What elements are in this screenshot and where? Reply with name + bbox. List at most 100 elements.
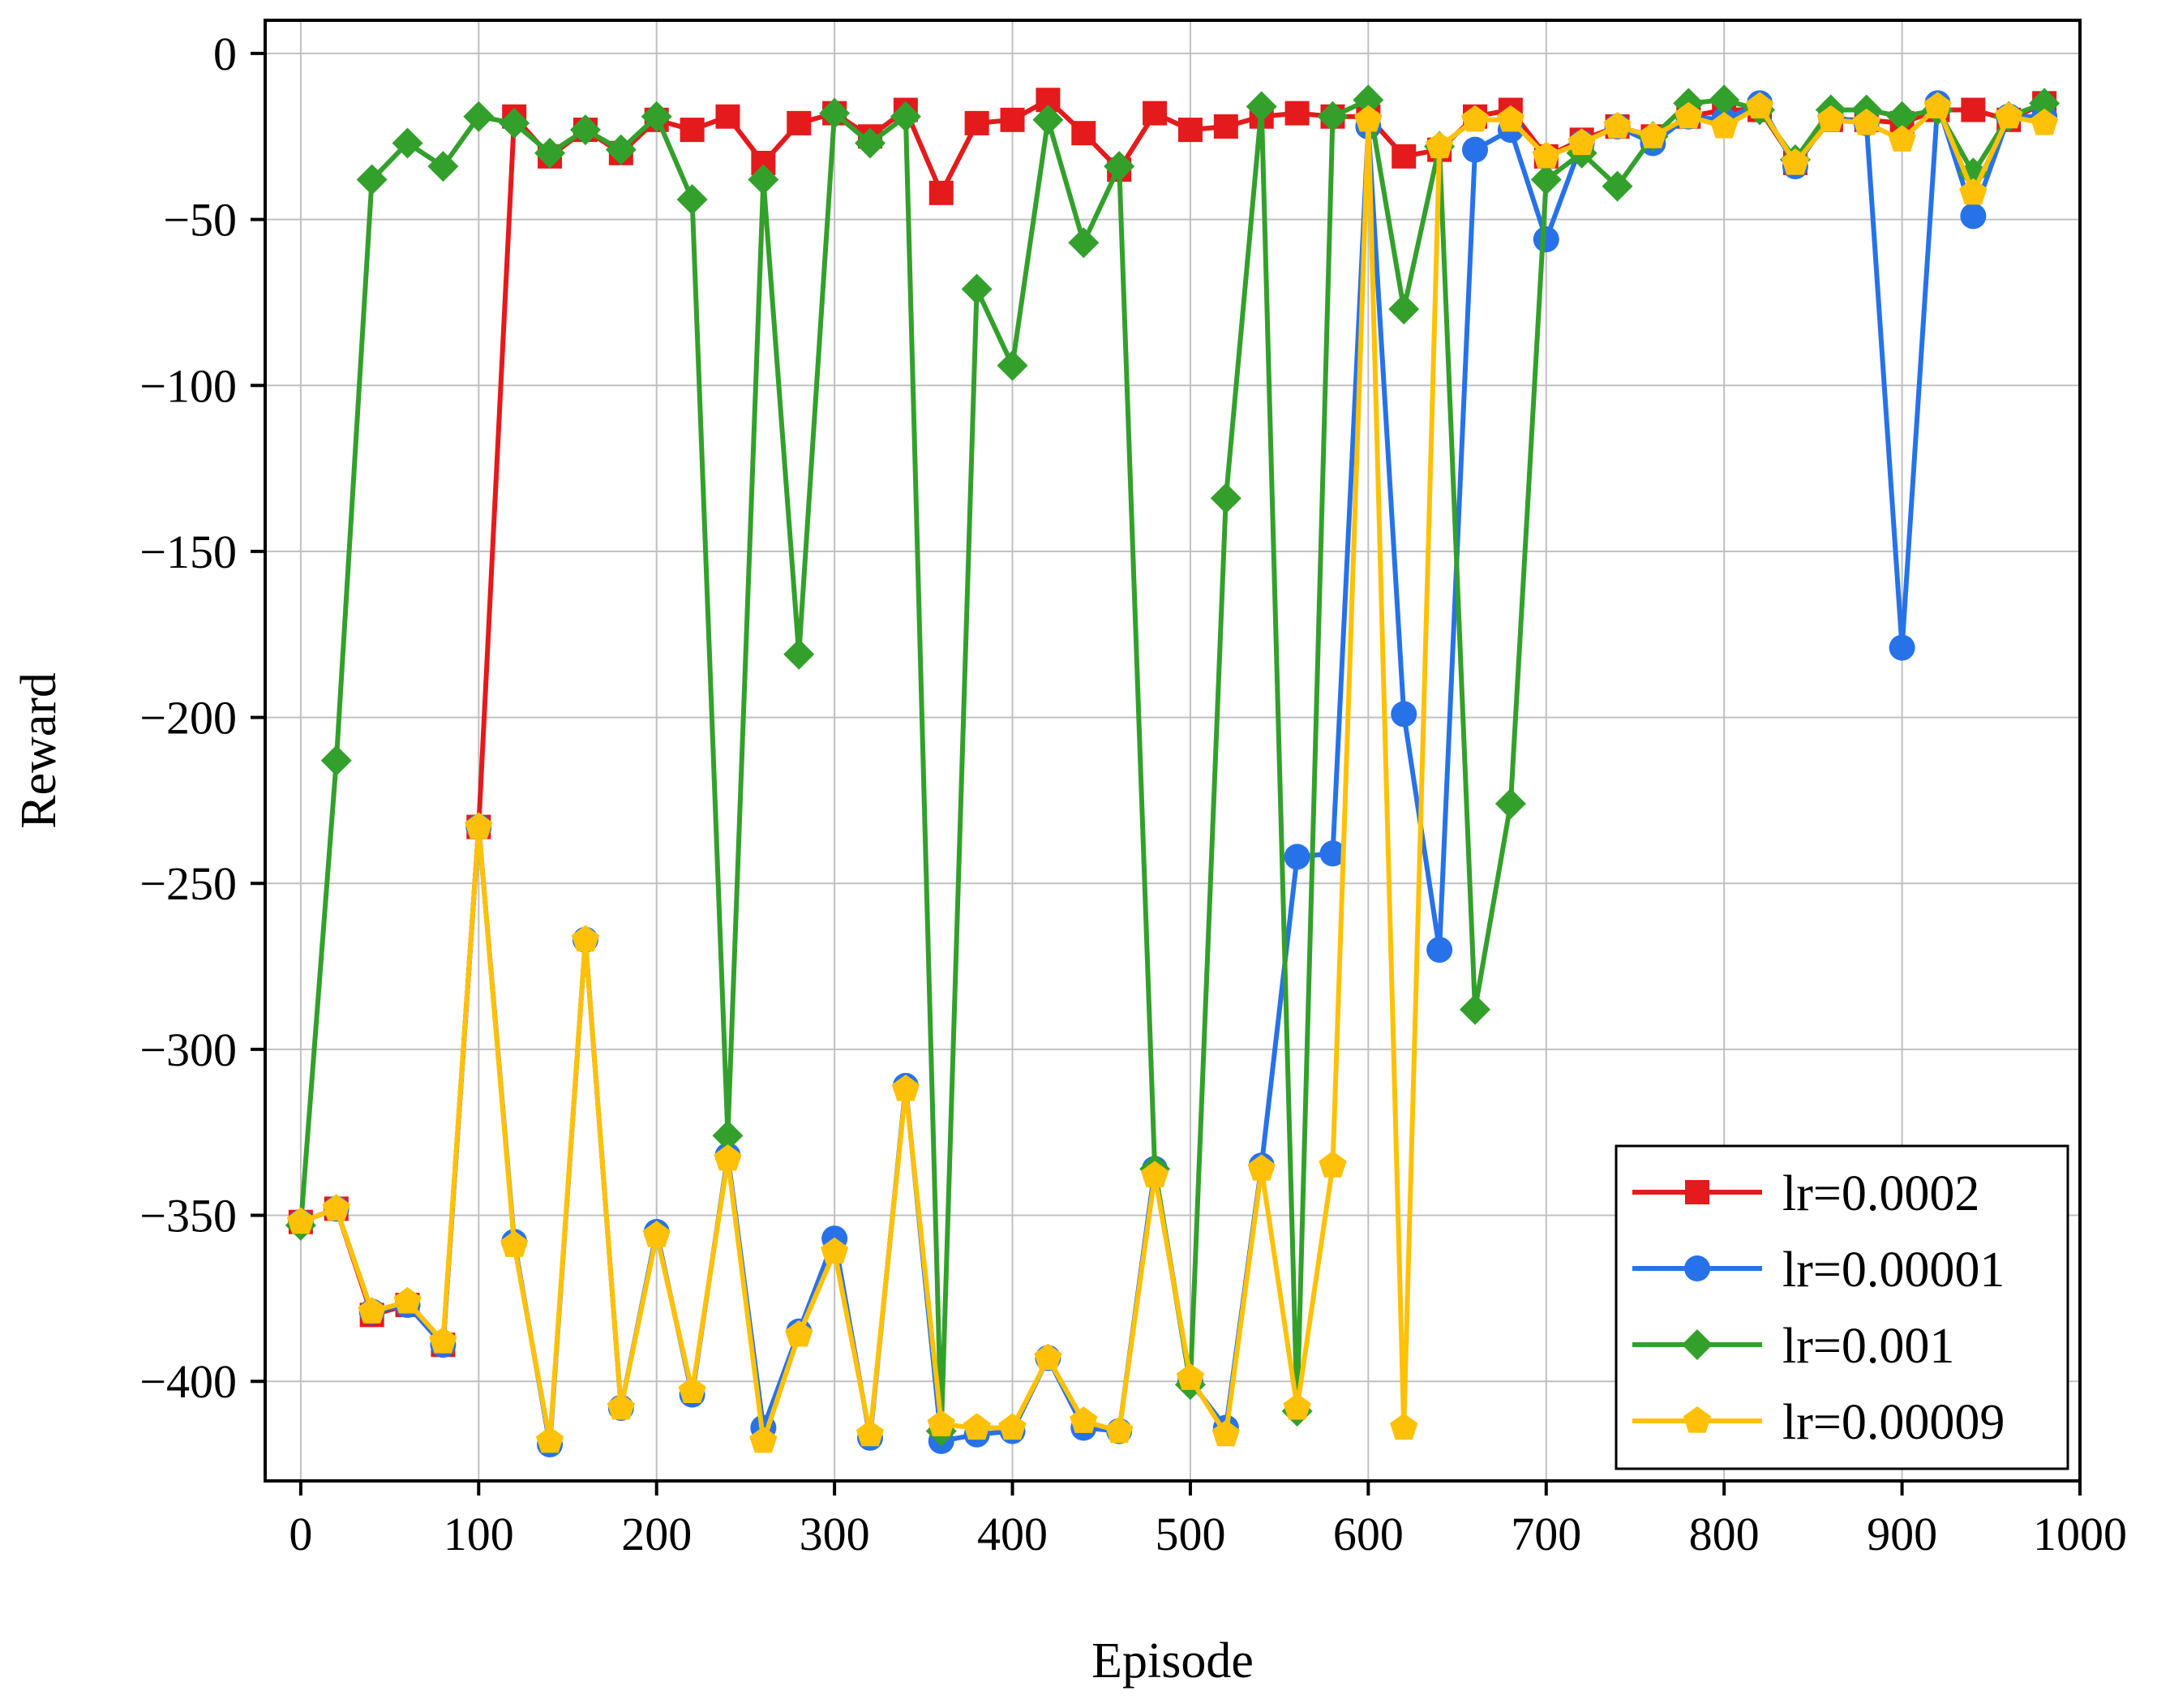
- data-point: [1070, 1406, 1098, 1433]
- data-point: [500, 1230, 529, 1257]
- y-tick-label: −400: [139, 1355, 237, 1408]
- legend-marker: [1683, 1406, 1712, 1433]
- data-point: [1319, 1151, 1347, 1178]
- data-point: [320, 745, 352, 776]
- data-point: [535, 1426, 564, 1453]
- data-point: [1494, 787, 1526, 819]
- data-point: [569, 114, 601, 146]
- legend-marker: [1685, 1180, 1709, 1204]
- data-point: [1104, 151, 1135, 182]
- data-point: [2030, 108, 2059, 135]
- data-point: [463, 101, 495, 132]
- data-point: [1995, 101, 2023, 129]
- legend-entry: lr=0.00001: [1632, 1242, 2005, 1298]
- data-point: [392, 127, 423, 159]
- legend-entry: lr=0.001: [1632, 1319, 1954, 1374]
- data-point: [1105, 1416, 1134, 1444]
- data-point: [1602, 170, 1633, 202]
- data-point: [1284, 101, 1310, 126]
- data-point: [856, 1419, 885, 1447]
- data-point: [748, 164, 779, 195]
- data-point: [1710, 112, 1739, 139]
- y-tick-label: −350: [139, 1190, 237, 1242]
- legend-entry: lr=0.0002: [1632, 1166, 1979, 1221]
- data-point: [1961, 97, 1986, 122]
- x-tick-label: 400: [977, 1508, 1048, 1560]
- data-point: [1140, 1161, 1169, 1187]
- data-point: [1462, 136, 1488, 163]
- x-tick-label: 600: [1333, 1508, 1404, 1560]
- x-tick-label: 1000: [2033, 1508, 2127, 1560]
- y-tick-label: −300: [139, 1024, 237, 1076]
- series-layer: [285, 84, 2061, 1457]
- data-point: [1959, 178, 1988, 205]
- data-point: [1603, 112, 1632, 139]
- data-point: [1034, 1343, 1062, 1371]
- data-point: [1354, 105, 1383, 132]
- data-point: [676, 184, 708, 216]
- data-point: [1390, 1413, 1418, 1440]
- data-point: [712, 1120, 744, 1152]
- x-axis-title: Episode: [1091, 1633, 1254, 1689]
- data-point: [465, 812, 493, 839]
- legend-label: lr=0.001: [1782, 1319, 1954, 1374]
- data-point: [1460, 993, 1490, 1025]
- data-point: [499, 107, 530, 139]
- data-point: [1068, 227, 1100, 259]
- data-point: [1675, 101, 1703, 129]
- data-point: [1532, 141, 1560, 169]
- data-point: [821, 1237, 849, 1264]
- data-point: [964, 110, 989, 135]
- data-point: [927, 1410, 955, 1436]
- data-point: [1176, 1363, 1205, 1390]
- data-point: [1781, 148, 1810, 175]
- plot-frame: [264, 19, 2082, 1483]
- data-point: [642, 1221, 671, 1247]
- data-point: [358, 1297, 386, 1324]
- axis-ticks: 0 100 200 300 400 500 600 700 800 900 1000 0 −50 −100…: [139, 28, 2127, 1560]
- legend-label: lr=0.0002: [1782, 1166, 1979, 1221]
- data-point: [356, 164, 388, 195]
- data-point: [928, 180, 954, 205]
- data-point: [1246, 91, 1277, 122]
- data-point: [1283, 1393, 1311, 1420]
- data-point: [1745, 92, 1774, 118]
- data-point: [785, 1320, 813, 1347]
- data-point: [429, 1327, 457, 1354]
- data-point: [1426, 937, 1453, 963]
- legend-entry: lr=0.00009: [1632, 1395, 2005, 1450]
- data-point: [322, 1194, 350, 1221]
- data-point: [1353, 84, 1384, 116]
- data-point: [1319, 840, 1346, 867]
- y-tick-label: −200: [139, 692, 237, 745]
- data-point: [1533, 226, 1559, 253]
- data-point: [1888, 125, 1916, 152]
- data-point: [855, 127, 886, 159]
- data-point: [641, 101, 672, 132]
- x-tick-label: 100: [444, 1508, 514, 1560]
- data-point: [1032, 104, 1064, 135]
- y-tick-label: −100: [139, 359, 237, 412]
- data-point: [1889, 634, 1915, 661]
- x-tick-label: 900: [1867, 1508, 1937, 1560]
- data-point: [1391, 701, 1417, 727]
- x-tick-label: 200: [621, 1508, 692, 1560]
- data-point: [1530, 164, 1562, 195]
- data-point: [1247, 1154, 1276, 1181]
- data-point: [787, 110, 812, 135]
- data-point: [961, 273, 993, 305]
- data-point: [1960, 203, 1987, 230]
- data-point: [393, 1287, 422, 1314]
- data-point: [1284, 843, 1310, 870]
- data-point: [2029, 88, 2061, 119]
- y-tick-label: −50: [163, 194, 237, 247]
- legend: lr=0.0002 lr=0.00001 lr=0.001 lr=0.00009: [1615, 1144, 2069, 1470]
- data-point: [571, 925, 600, 952]
- x-tick-label: 800: [1689, 1508, 1760, 1560]
- y-tick-label: 0: [213, 28, 237, 80]
- data-point: [1213, 114, 1238, 139]
- data-point: [1210, 483, 1241, 514]
- data-point: [715, 104, 740, 129]
- data-point: [1392, 144, 1417, 169]
